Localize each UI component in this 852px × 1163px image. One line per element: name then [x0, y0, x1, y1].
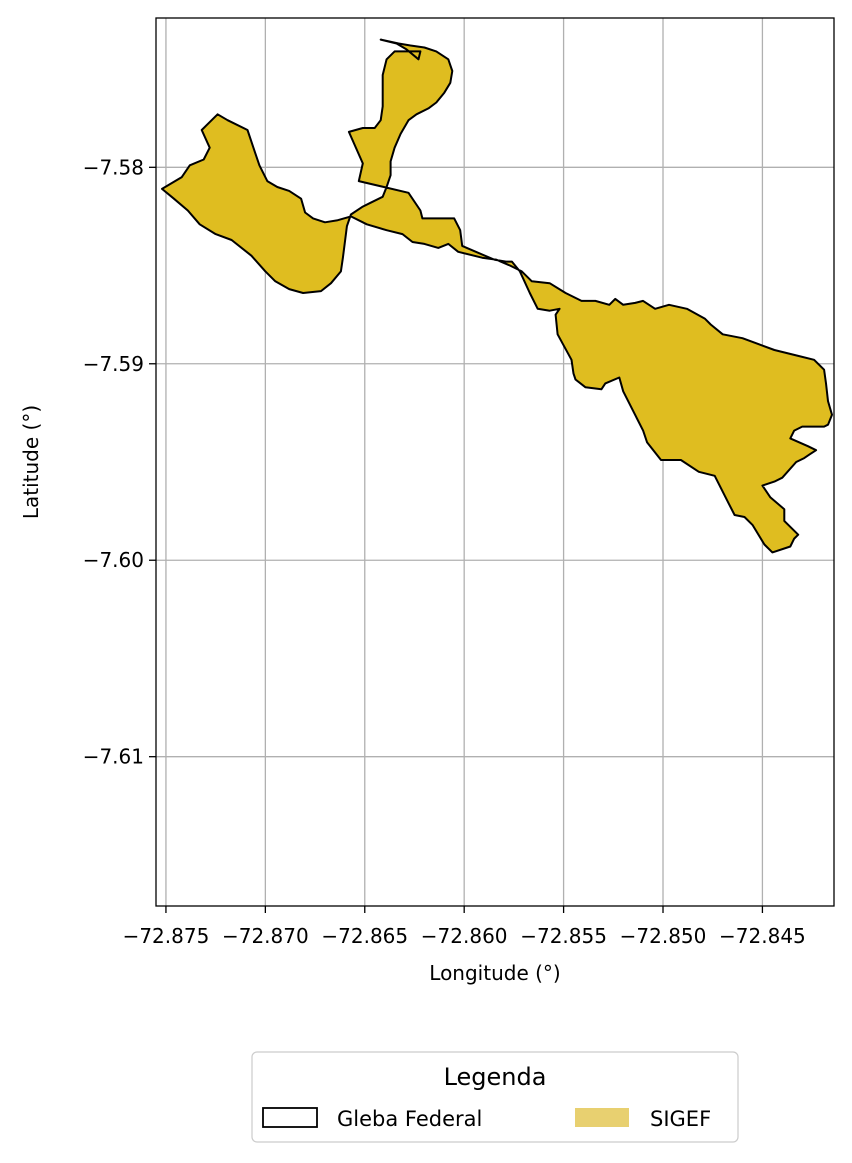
legend-swatch-sigef — [575, 1108, 629, 1127]
y-tick-label: −7.59 — [83, 352, 144, 376]
plot-frame — [155, 17, 835, 907]
legend-swatch-gleba-federal — [262, 1107, 318, 1128]
x-tick-label: −72.855 — [520, 924, 607, 948]
gleba-federal-polygon — [161, 38, 833, 554]
legend-title: Legenda — [444, 1063, 547, 1091]
y-tick-label: −7.60 — [83, 548, 144, 572]
legend-label-gleba-federal: Gleba Federal — [337, 1107, 482, 1131]
y-axis-ticks: −7.58 −7.59 −7.60 −7.61 — [83, 155, 156, 769]
legend-label-sigef: SIGEF — [650, 1107, 711, 1131]
y-axis-label: Latitude (°) — [19, 405, 43, 519]
x-tick-label: −72.850 — [620, 924, 707, 948]
legend: Legenda Gleba Federal SIGEF — [251, 1051, 739, 1143]
x-axis-ticks: −72.875 −72.870 −72.865 −72.860 −72.855 −72.8… — [123, 906, 806, 948]
x-tick-label: −72.845 — [719, 924, 806, 948]
y-tick-label: −7.61 — [83, 745, 144, 769]
x-tick-label: −72.875 — [123, 924, 210, 948]
x-tick-label: −72.860 — [421, 924, 508, 948]
x-tick-label: −72.870 — [222, 924, 309, 948]
x-axis-label: Longitude (°) — [429, 961, 560, 985]
y-tick-label: −7.58 — [83, 155, 144, 179]
x-tick-label: −72.865 — [321, 924, 408, 948]
